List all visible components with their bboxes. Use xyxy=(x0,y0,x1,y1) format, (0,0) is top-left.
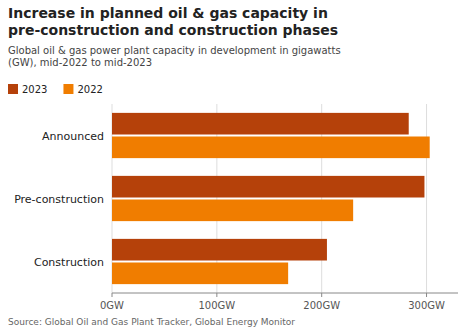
legend-swatch xyxy=(8,84,18,94)
x-tick xyxy=(426,293,427,297)
category-label: Pre-construction xyxy=(14,193,104,206)
category-label: Construction xyxy=(34,256,104,269)
bar: 2023: 283 xyxy=(112,113,409,135)
subtitle: (GW), mid-2022 to mid-2023 xyxy=(8,57,152,68)
bar: 2023: 205 xyxy=(112,239,327,261)
x-tick-label: 200GW xyxy=(303,300,340,311)
x-tick-label: 0GW xyxy=(100,300,124,311)
bar: 2022: 168 xyxy=(112,263,288,285)
source: Source: Global Oil and Gas Plant Tracker… xyxy=(8,317,295,327)
chart: Increase in planned oil & gas capacity i… xyxy=(0,0,474,333)
x-tick xyxy=(112,293,113,297)
x-tick-label: 100GW xyxy=(198,300,235,311)
legend-label: 2023 xyxy=(22,84,47,95)
bar: 2023: 298 xyxy=(112,176,424,198)
x-tick xyxy=(216,293,217,297)
subtitle: Global oil & gas power plant capacity in… xyxy=(8,45,341,56)
bar: 2022: 303 xyxy=(112,137,430,159)
page: {"chart_data": { "type": "bar", "orienta… xyxy=(0,0,474,333)
bar: 2022: 230 xyxy=(112,200,353,222)
title: pre-construction and construction phases xyxy=(8,22,338,38)
x-axis-line xyxy=(112,293,458,294)
legend-swatch xyxy=(63,84,73,94)
grid-line xyxy=(426,104,427,293)
title: Increase in planned oil & gas capacity i… xyxy=(8,5,328,21)
bars: 2023: 2832022: 303 2023: 2982022: 230 2023… xyxy=(112,113,430,284)
legend-label: 2022 xyxy=(77,84,102,95)
category-label: Announced xyxy=(42,130,104,143)
x-tick xyxy=(321,293,322,297)
x-tick-label: 300GW xyxy=(408,300,445,311)
